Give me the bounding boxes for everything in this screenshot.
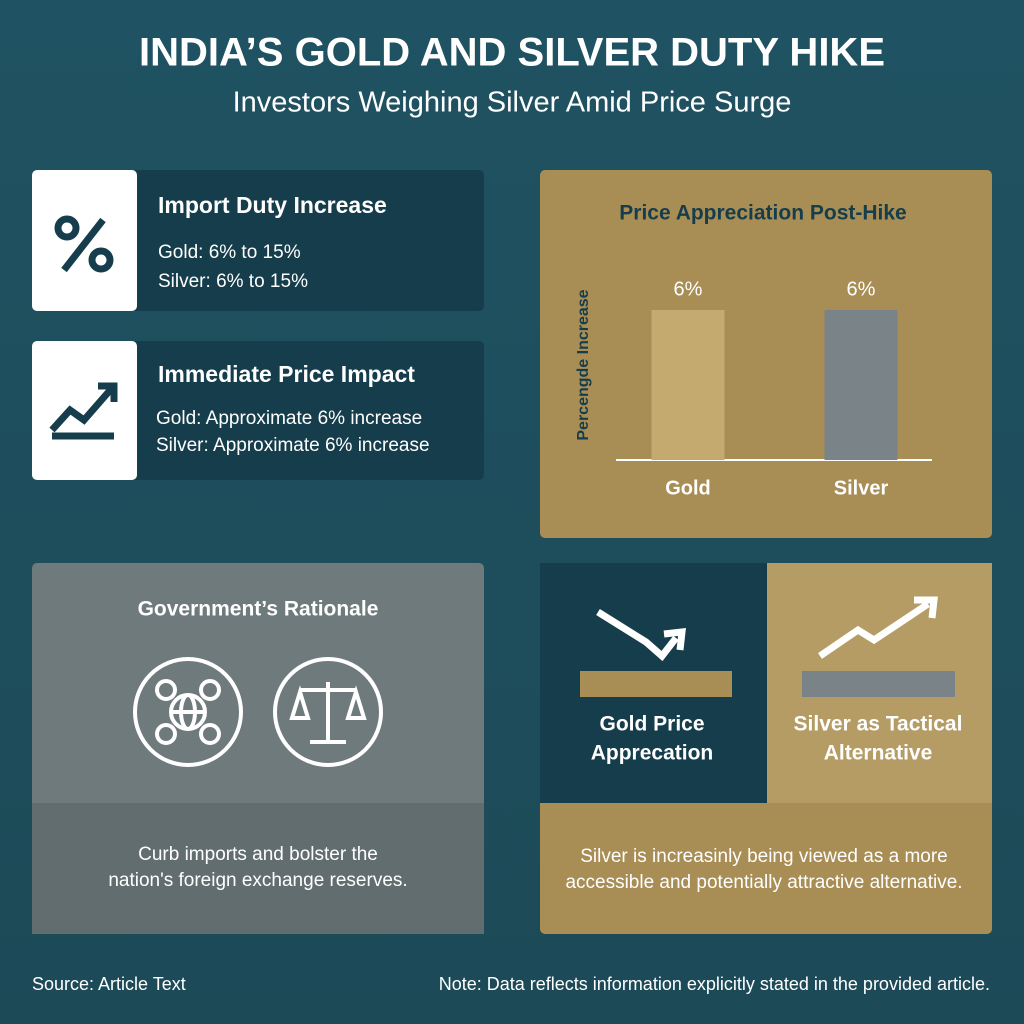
card-line: Gold: 6% to 15%: [158, 242, 301, 263]
source: Source: Article Text: [32, 974, 186, 994]
up-arrow: [818, 596, 938, 659]
card-title: Import Duty Increase: [158, 192, 387, 218]
value-label: 6%: [847, 278, 876, 300]
currency-icon: [133, 657, 243, 767]
chart-panel: [540, 170, 992, 538]
icon-box: [32, 341, 137, 480]
note: Note: Data reflects information explicit…: [439, 974, 990, 994]
percent-icon: [54, 215, 114, 273]
comparison-line: Silver is increasinly being viewed as a …: [580, 846, 948, 867]
title: INDIA’S GOLD AND SILVER DUTY HIKE: [139, 31, 885, 75]
card-line: Gold: Approximate 6% increase: [156, 408, 422, 429]
comparison-line: accessible and potentially attractive al…: [565, 872, 962, 893]
rationale-line: Curb imports and bolster the: [138, 844, 378, 865]
bar: [651, 310, 725, 460]
rationale-line: nation's foreign exchange reserves.: [108, 870, 407, 891]
value-label: 6%: [674, 278, 703, 300]
gold-bar-icon: [580, 671, 732, 697]
duty-card: [32, 170, 484, 311]
x-tick-label: Silver: [834, 477, 889, 499]
gold-label: Gold Price: [599, 713, 704, 736]
card-line: Silver: 6% to 15%: [158, 271, 308, 292]
scales-icon: [273, 657, 383, 767]
rationale-title: Government’s Rationale: [138, 598, 379, 621]
silver-bar-icon: [802, 671, 955, 697]
bar: [824, 310, 898, 460]
rationale-footer: [32, 803, 484, 934]
impact-card: [32, 341, 484, 480]
silver-label: Alternative: [824, 742, 933, 765]
down-up-arrow: [596, 609, 686, 662]
subtitle: Investors Weighing Silver Amid Price Sur…: [233, 87, 792, 119]
card-title: Immediate Price Impact: [158, 361, 415, 387]
x-tick-label: Gold: [665, 477, 711, 499]
y-axis-label: Percengde Increase: [575, 289, 592, 440]
silver-label: Silver as Tactical: [794, 713, 963, 736]
card-line: Silver: Approximate 6% increase: [156, 435, 430, 456]
gold-label: Apprecation: [591, 742, 714, 765]
chart-title: Price Appreciation Post-Hike: [619, 202, 906, 225]
trend-icon: [49, 382, 118, 440]
